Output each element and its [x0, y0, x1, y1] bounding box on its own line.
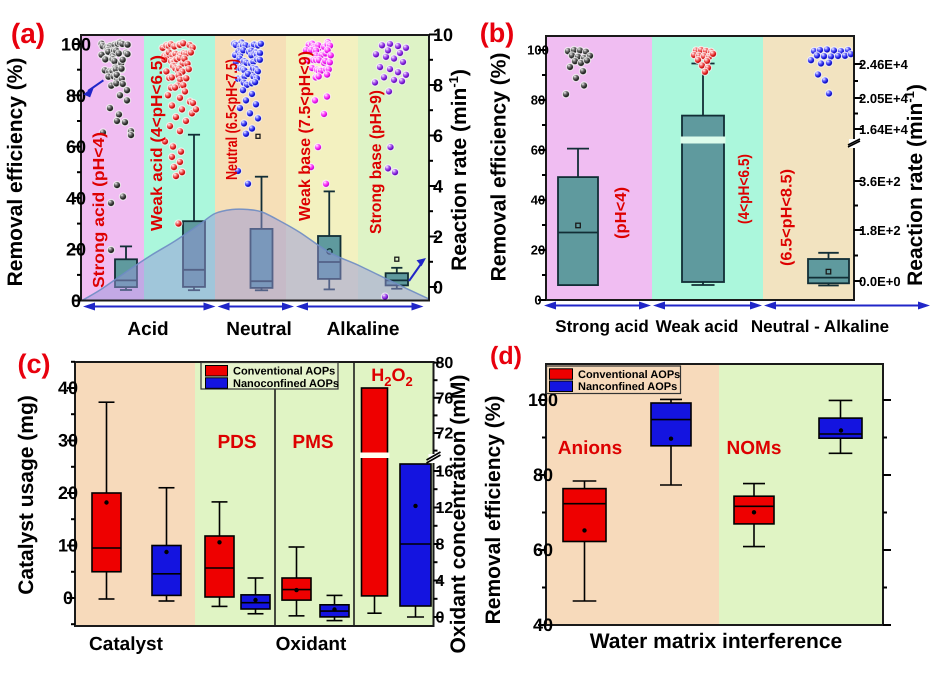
- svg-text:(c): (c): [18, 349, 51, 379]
- svg-text:100: 100: [61, 35, 91, 55]
- svg-text:0.0E+0: 0.0E+0: [859, 274, 901, 289]
- svg-text:0: 0: [63, 588, 73, 608]
- svg-text:2: 2: [433, 227, 443, 247]
- svg-text:76: 76: [436, 390, 454, 407]
- svg-text:Anions: Anions: [558, 438, 622, 459]
- svg-text:100: 100: [528, 390, 558, 410]
- svg-text:4: 4: [436, 573, 445, 590]
- svg-text:(a): (a): [11, 18, 45, 49]
- svg-text:6: 6: [433, 126, 443, 146]
- svg-text:60: 60: [531, 143, 545, 158]
- svg-text:16: 16: [436, 464, 454, 481]
- svg-text:60: 60: [66, 137, 86, 157]
- svg-text:PMS: PMS: [292, 432, 333, 453]
- svg-text:Removal efficiency (%): Removal efficiency (%): [488, 53, 511, 282]
- svg-text:Alkaline: Alkaline: [327, 319, 400, 340]
- svg-text:Strong acid (pH<4): Strong acid (pH<4): [91, 132, 108, 288]
- svg-text:40: 40: [66, 188, 86, 208]
- svg-text:80: 80: [531, 93, 545, 108]
- svg-text:(4<pH<6.5): (4<pH<6.5): [736, 154, 753, 224]
- svg-text:Strong acid: Strong acid: [555, 317, 649, 336]
- svg-text:(pH<4): (pH<4): [613, 187, 630, 239]
- svg-text:8: 8: [436, 537, 445, 554]
- svg-text:3.6E+2: 3.6E+2: [859, 174, 901, 189]
- svg-text:30: 30: [58, 431, 78, 451]
- svg-text:1.8E+2: 1.8E+2: [859, 223, 901, 238]
- svg-text:Nanconfined AOPs: Nanconfined AOPs: [578, 381, 677, 393]
- svg-text:10: 10: [433, 25, 453, 45]
- svg-text:80: 80: [533, 465, 553, 485]
- svg-text:0: 0: [433, 278, 443, 298]
- svg-text:(6.5<pH<8.5): (6.5<pH<8.5): [779, 169, 796, 266]
- svg-text:Reaction rate (min-1): Reaction rate (min-1): [446, 69, 471, 271]
- svg-text:72: 72: [436, 426, 454, 443]
- svg-text:Reaction rate (min-1): Reaction rate (min-1): [902, 84, 927, 286]
- svg-text:12: 12: [436, 500, 454, 517]
- svg-text:Catalyst: Catalyst: [89, 634, 164, 655]
- svg-text:20: 20: [66, 240, 86, 260]
- svg-text:Oxidant: Oxidant: [276, 634, 347, 655]
- svg-text:Removal efficiency (%): Removal efficiency (%): [482, 396, 505, 625]
- svg-text:Nanoconfined AOPs: Nanoconfined AOPs: [233, 378, 339, 390]
- svg-text:Water matrix interference: Water matrix interference: [590, 630, 842, 653]
- svg-text:60: 60: [533, 540, 553, 560]
- svg-text:Conventional AOPs: Conventional AOPs: [233, 366, 335, 378]
- svg-text:40: 40: [58, 378, 78, 398]
- svg-text:Weak base (7.5<pH<9): Weak base (7.5<pH<9): [297, 51, 314, 221]
- svg-text:(b): (b): [480, 18, 514, 48]
- svg-text:Oxidant concentration (mM): Oxidant concentration (mM): [447, 375, 470, 654]
- svg-text:40: 40: [533, 615, 553, 635]
- svg-text:Conventional AOPs: Conventional AOPs: [578, 369, 680, 381]
- svg-text:80: 80: [436, 355, 454, 372]
- svg-text:0: 0: [71, 291, 81, 311]
- svg-text:0: 0: [534, 293, 541, 308]
- svg-text:Strong base (pH>9): Strong base (pH>9): [368, 90, 385, 234]
- svg-text:Catalyst usage (mg): Catalyst usage (mg): [15, 395, 38, 595]
- svg-text:NOMs: NOMs: [727, 438, 782, 459]
- svg-text:Acid: Acid: [127, 319, 168, 340]
- svg-text:8: 8: [433, 76, 443, 96]
- svg-text:(d): (d): [490, 342, 522, 370]
- svg-text:0: 0: [436, 610, 445, 627]
- svg-text:Neutral - Alkaline: Neutral - Alkaline: [751, 317, 889, 336]
- svg-text:Neutral (6.5<pH<7.5): Neutral (6.5<pH<7.5): [224, 59, 241, 180]
- svg-text:Weak acid: Weak acid: [656, 317, 739, 336]
- svg-text:20: 20: [531, 243, 545, 258]
- svg-text:4: 4: [433, 177, 443, 197]
- svg-text:PDS: PDS: [217, 432, 256, 453]
- svg-text:2.46E+4: 2.46E+4: [859, 57, 909, 72]
- svg-text:Neutral: Neutral: [226, 319, 291, 340]
- svg-text:20: 20: [58, 483, 78, 503]
- svg-text:40: 40: [531, 193, 545, 208]
- svg-text:10: 10: [58, 536, 78, 556]
- svg-text:100: 100: [527, 43, 549, 58]
- svg-text:Removal efficiency (%): Removal efficiency (%): [4, 58, 27, 287]
- svg-text:1.64E+4: 1.64E+4: [859, 122, 909, 137]
- svg-text:2.05E+4: 2.05E+4: [859, 91, 909, 106]
- svg-text:80: 80: [66, 86, 86, 106]
- svg-text:Weak acid (4<pH<6.5): Weak acid (4<pH<6.5): [149, 55, 166, 231]
